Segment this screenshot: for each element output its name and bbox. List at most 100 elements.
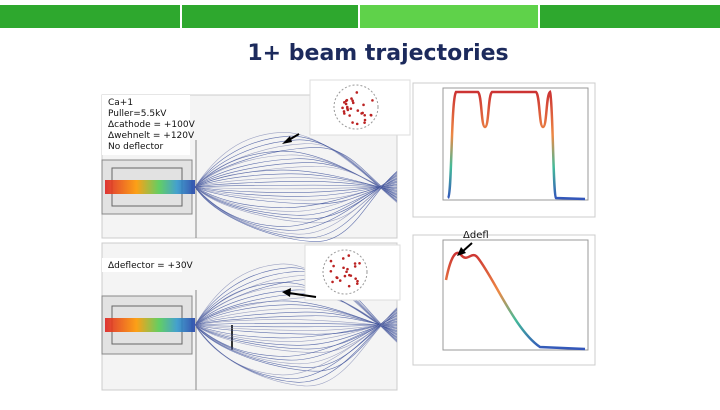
spot-dot [335,276,339,280]
trajectory [194,171,398,242]
spot-dot [344,102,348,106]
trajectory [194,173,398,235]
trajectory [194,177,398,190]
spot-dot [369,114,373,117]
trajectory [194,169,398,193]
spot-dot [347,254,351,257]
trajectory [194,184,398,188]
label-box [102,95,190,155]
arrow [457,242,473,256]
spot-dot [347,284,351,288]
beam-spot-inset [304,244,401,301]
trajectory [194,179,398,212]
spot-dot [331,280,334,284]
trajectory [194,263,398,343]
trajectory [194,132,398,203]
trajectory [194,285,398,337]
spot-dot [343,274,347,278]
trajectory [194,172,398,239]
spot-dot [351,121,354,124]
spot-dot [350,97,353,100]
trajectory [194,313,398,365]
trajectory [194,135,398,202]
label-box [102,258,182,272]
spot-dot [351,99,354,102]
trajectory [194,322,398,326]
spot-dot [358,261,361,265]
panel-label: Δdeflector = +30V [108,261,194,271]
trajectory [194,323,398,331]
panel-label: Puller=5.5kV [108,109,167,119]
trajectory [194,314,398,361]
trajectory [194,175,398,227]
trajectory [194,311,398,372]
trajectory [194,271,398,341]
spot-dot [329,259,333,263]
spot-dot [353,265,357,268]
energy-plot [412,234,596,366]
trajectory [194,186,398,190]
trajectory [194,289,398,336]
spot-dot [351,101,355,105]
spot-dot [338,279,342,282]
spot-dot [360,112,363,115]
trajectory [194,308,398,331]
spot-dot [332,264,335,268]
spot-dot [343,112,346,115]
spot-dot [341,106,344,110]
slide-title: 1+ beam trajectories [247,41,508,66]
trajectory [194,319,398,342]
trajectory [194,308,398,383]
spot-dot [362,103,365,107]
trajectory [194,139,398,201]
panel-label: Ca+1 [108,98,133,108]
panel-label: Δcathode = +100V [108,120,196,130]
panel-label: Δwehnelt = +120V [108,131,195,141]
spot-dot [355,282,359,285]
spot-dot [346,107,349,110]
spot-dot [356,279,359,283]
spot-dot [363,121,366,124]
panel-label: No deflector [108,142,164,152]
energy-plot [412,82,596,218]
trajectory [194,147,398,199]
trajectory [194,267,398,342]
spot-dot [329,269,333,273]
trajectory [194,181,398,189]
spot-dot [343,101,346,104]
spot-dot [363,113,367,117]
beam-spot-inset [309,79,411,136]
spot-dot [346,267,349,271]
spot-dot [355,122,359,126]
trajectory [194,324,398,328]
trajectory [194,180,398,209]
trajectory [194,315,398,328]
trajectory [194,184,398,197]
trajectory [194,312,398,368]
trajectory [194,319,398,327]
spot-dot [355,91,359,94]
trajectory [194,307,398,387]
spot-dot [356,109,360,112]
trajectory [194,309,398,379]
spot-dot [342,110,346,113]
spot-dot [341,257,345,260]
annotation: Δdefl [463,230,489,241]
spot-dot [348,114,351,117]
arrow [282,288,317,298]
spot-dot [345,98,349,102]
spot-dot [353,262,357,265]
spot-dot [363,118,367,122]
spot-dot [345,270,348,274]
spot-dot [342,266,345,270]
trajectory [194,181,398,205]
top-bar [0,5,720,28]
arrow [282,133,300,144]
trajectory [194,173,398,192]
spot-dot [354,277,357,280]
trajectory [194,311,398,329]
spot-dot [348,273,351,277]
